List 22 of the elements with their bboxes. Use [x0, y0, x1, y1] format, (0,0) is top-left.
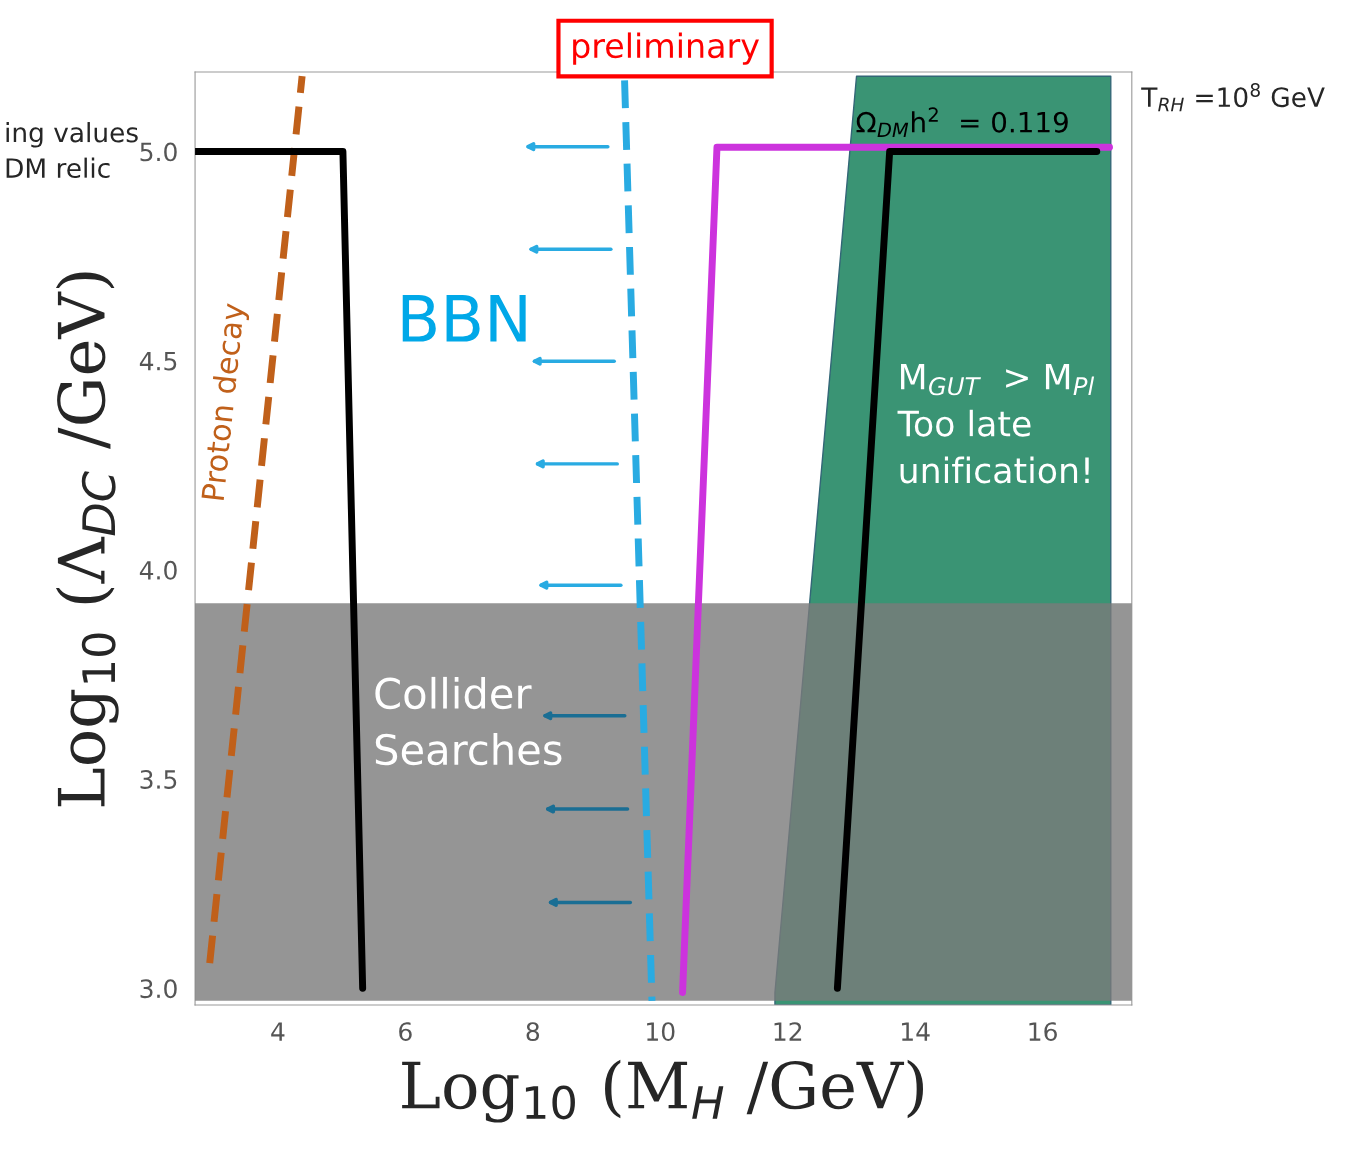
text: T$_{RH}$ =10$^{8}$ GeV — [1141, 83, 1325, 112]
annotation: Collider Searches — [375, 676, 562, 766]
x-tick-label: 8 — [526, 1022, 540, 1042]
x-axis-title: Log$_{10}$ (M$_{H}$ /GeV) — [402, 1059, 923, 1123]
x-tick-label: 14 — [901, 1022, 930, 1041]
y-axis-title: Log$_{10}$ (Λ$_{DC}$ /GeV) — [55, 272, 119, 807]
annotation: BBN — [402, 294, 526, 342]
x-tick-label: 4 — [271, 1022, 285, 1041]
text: ing values DM relic — [6, 122, 138, 179]
y-tick-label: 4.0 — [139, 560, 177, 580]
x-tick-label: 6 — [399, 1022, 412, 1042]
text: preliminary — [573, 32, 759, 65]
y-tick-label: 4.5 — [139, 351, 177, 371]
text: M$_{GUT}$ > M$_{Pl}$ Too late unification! — [897, 364, 1095, 484]
y-tick-label: 5.0 — [140, 142, 177, 162]
x-tick-label: 10 — [647, 1022, 675, 1042]
text: Proton decay — [200, 302, 251, 501]
y-tick-label: 3.5 — [140, 770, 177, 789]
x-tick-label: 16 — [1029, 1022, 1057, 1042]
x-tick-label: 12 — [774, 1022, 802, 1041]
y-tick-label: 3.0 — [140, 979, 177, 999]
annotation: Ω$_{DM}$h$^{2}$ = 0.119 — [856, 107, 1068, 137]
